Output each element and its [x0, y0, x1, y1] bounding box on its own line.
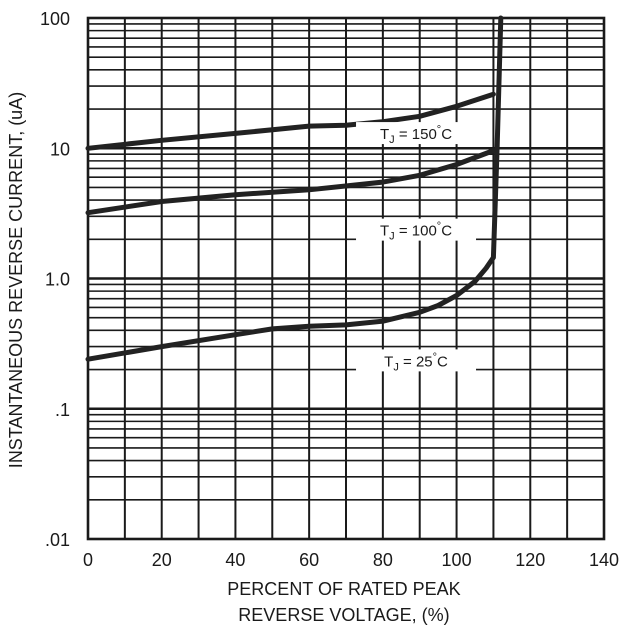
series-line-2 [85, 15, 504, 362]
y-tick-label: 100 [40, 9, 70, 29]
y-axis-title: INSTANTANEOUS REVERSE CURRENT, (uA) [6, 92, 26, 468]
series-line-0 [85, 91, 496, 151]
x-tick-label: 40 [225, 550, 245, 570]
x-tick-label: 100 [442, 550, 472, 570]
tick-labels: 0 20 40 60 80 100 120 140 100 10 1.0 .1 .01 [40, 9, 619, 570]
x-tick-label: 120 [515, 550, 545, 570]
plot-frame [86, 16, 606, 541]
label-bg [356, 349, 477, 372]
x-axis-title-line-1: PERCENT OF RATED PEAK [227, 579, 460, 599]
series-line-1 [85, 148, 496, 216]
label-bg [356, 122, 477, 145]
curves [85, 15, 504, 362]
curve-label-1: TJ = 100°C [380, 221, 452, 243]
x-tick-label: 60 [299, 550, 319, 570]
grid [86, 16, 606, 541]
y-tick-label: .1 [55, 400, 70, 420]
x-tick-label: 20 [152, 550, 172, 570]
y-tick-label: 1.0 [45, 270, 70, 290]
curve-label-2: TJ = 25°C [384, 351, 448, 373]
curve-labels: TJ = 150°C TJ = 100°C TJ = 25°C [356, 122, 477, 373]
y-tick-label: 10 [50, 139, 70, 159]
x-tick-label: 80 [373, 550, 393, 570]
x-tick-label: 0 [83, 550, 93, 570]
x-tick-label: 140 [589, 550, 619, 570]
y-tick-label: .01 [45, 530, 70, 550]
label-bg [356, 218, 477, 241]
curve-label-0: TJ = 150°C [380, 124, 452, 146]
x-axis-title-line-2: REVERSE VOLTAGE, (%) [238, 605, 449, 625]
